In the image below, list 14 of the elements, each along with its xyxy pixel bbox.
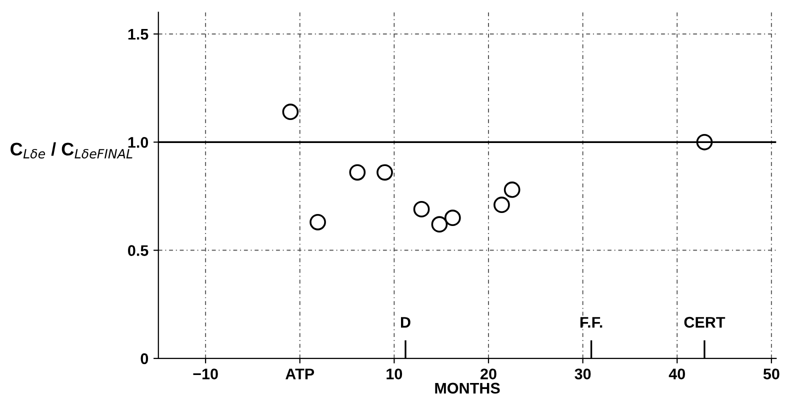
x-axis-title: MONTHS	[435, 382, 500, 394]
x-tick-label: ATP	[286, 368, 314, 380]
ref-line-label: D	[401, 317, 410, 328]
y-tick-label: 0	[140, 353, 148, 364]
y-tick-label: 0.5	[128, 245, 148, 256]
x-tick-label: −10	[193, 368, 218, 380]
x-tick-label: 10	[386, 368, 402, 380]
y-tick-label: 1.5	[128, 29, 148, 40]
ref-line-label: F.F.	[580, 317, 602, 328]
x-tick-label: 20	[480, 368, 496, 380]
x-tick-label: 30	[574, 368, 591, 380]
x-tick-label: 40	[668, 368, 685, 380]
x-tick-label: 50	[763, 368, 780, 380]
ref-line-label: CERT	[684, 316, 726, 328]
